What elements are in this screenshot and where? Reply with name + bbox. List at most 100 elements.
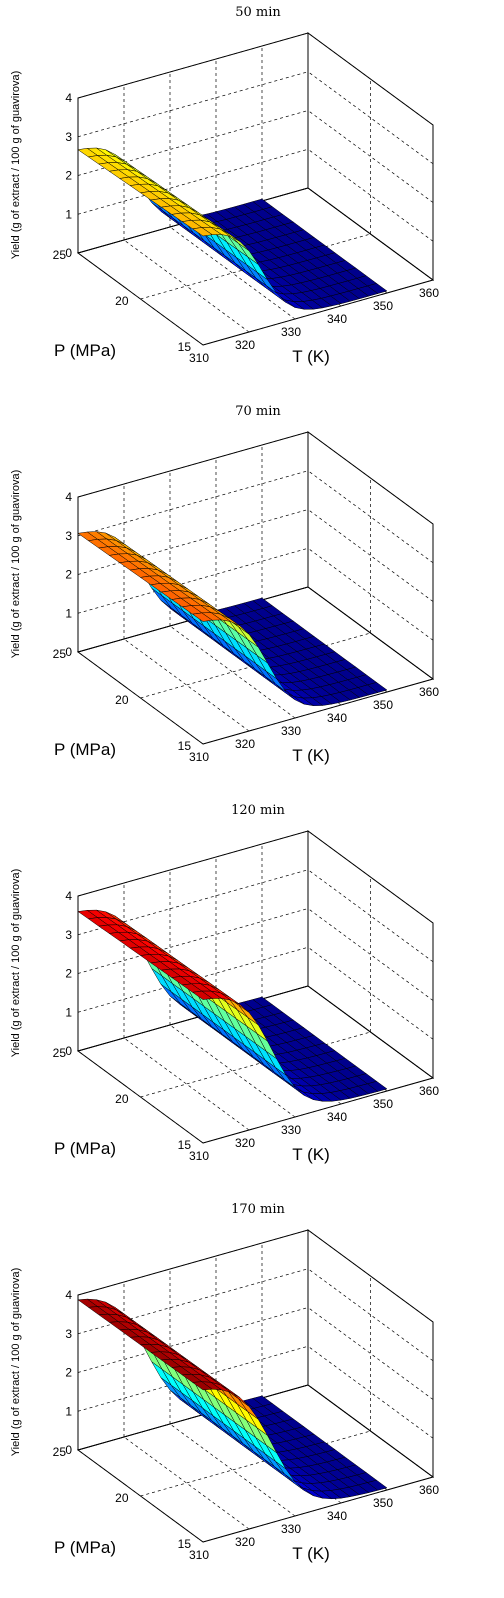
chart-title: 50 min [235,5,281,20]
z-tick-label: 4 [65,91,72,105]
x-tick-label: 320 [235,1136,255,1150]
x-tick-label: 320 [235,737,255,751]
grid-line [307,187,434,281]
z-tick-label: 2 [65,169,72,183]
grid-line [77,1384,309,1451]
grid-line [77,651,204,745]
y-tick-label: 15 [178,739,192,753]
x-tick-label: 330 [281,1123,301,1137]
x-tick-label: 350 [373,299,393,313]
grid-line [77,110,309,176]
y-tick-label: 15 [178,1537,192,1551]
z-tick-label: 2 [65,1366,72,1380]
y-axis-label: P (MPa) [54,341,116,360]
z-tick-label: 2 [65,967,72,981]
grid-line [77,830,309,897]
z-tick-label: 3 [65,130,72,144]
surface-patch [191,1381,213,1391]
z-tick-label: 0 [65,645,72,659]
grid-line [77,1268,309,1335]
x-tick-label: 360 [419,685,439,699]
grid-line [77,869,309,936]
z-tick-label: 4 [65,490,72,504]
chart-panel-2: 120 min 310 320 330 340 350 360 15 20 25 0 1 2 3 4 T … [0,798,504,1197]
chart-title: 120 min [231,803,285,818]
x-axis-label: T (K) [292,1544,329,1563]
grid-line [202,1077,434,1144]
surface-chart-2: 120 min 310 320 330 340 350 360 15 20 25 0 1 2 3 4 T … [10,803,440,1164]
grid-line [77,985,309,1052]
grid-line [169,1024,296,1118]
y-tick-label: 25 [53,1445,67,1459]
grid-line [307,1345,434,1439]
x-tick-label: 330 [281,724,301,738]
grid-line [169,1423,296,1517]
grid-line [77,586,309,653]
tick-labels: 310 320 330 340 350 360 15 20 25 0 1 2 3 4 [53,1288,440,1562]
back-wall-t [307,1229,434,1478]
x-axis-label: T (K) [292,1145,329,1164]
grid-line [77,1307,309,1373]
z-tick-label: 4 [65,889,72,903]
chart-panel-0: 50 min 310 320 330 340 350 360 15 20 25 0 1 2 3 4 T (… [0,0,504,399]
tick-labels: 310 320 330 340 350 360 15 20 25 0 1 2 3 4 [53,889,440,1163]
z-tick-label: 1 [65,1404,72,1418]
grid-line [123,1436,250,1530]
grid-line [307,470,434,564]
x-tick-label: 330 [281,1522,301,1536]
x-tick-label: 350 [373,698,393,712]
grid-line [123,1037,250,1131]
grid-line [77,187,309,254]
x-tick-label: 320 [235,1535,255,1549]
grid-line [140,632,371,699]
grid-line [307,1268,434,1362]
grid-line [140,233,371,300]
back-wall-t [307,32,434,281]
z-tick-label: 0 [65,1044,72,1058]
surface-chart-0: 50 min 310 320 330 340 350 360 15 20 25 0 1 2 3 4 T (… [10,5,439,366]
grid-line [77,32,309,99]
grid-line [202,678,434,745]
z-tick-label: 1 [65,606,72,620]
grid-line [77,470,309,537]
grid-line [307,1229,434,1323]
surface [77,1298,388,1500]
y-tick-label: 25 [53,1046,67,1060]
grid-line [169,226,296,320]
grid-line [307,71,434,165]
z-axis-label: Yield (g of extract / 100 g of guavirova… [10,470,22,659]
grid-line [202,279,434,346]
x-tick-label: 340 [327,711,347,725]
y-axis-label: P (MPa) [54,740,116,759]
grid-line [77,1345,309,1412]
x-tick-label: 360 [419,1483,439,1497]
grid-line [307,830,434,924]
y-tick-label: 20 [115,1092,129,1106]
x-tick-label: 360 [419,1084,439,1098]
grid-line [307,148,434,242]
x-axis-label: T (K) [292,746,329,765]
z-tick-label: 2 [65,568,72,582]
grid-line [307,946,434,1040]
z-tick-label: 1 [65,207,72,221]
surface-patch [191,612,213,622]
back-wall-t [307,431,434,680]
chart-panel-1: 70 min 310 320 330 340 350 360 15 20 25 0 1 2 3 4 T (… [0,399,504,798]
z-tick-label: 0 [65,246,72,260]
grid-line [307,547,434,641]
surface [77,909,388,1102]
grid-line [123,239,250,333]
z-tick-label: 0 [65,1443,72,1457]
grid-line [77,908,309,974]
tick-labels: 310 320 330 340 350 360 15 20 25 0 1 2 3 4 [53,490,440,764]
y-tick-label: 15 [178,340,192,354]
back-wall-t [307,830,434,1079]
y-axis-label: P (MPa) [54,1139,116,1158]
grid-line [77,71,309,138]
surface-chart-1: 70 min 310 320 330 340 350 360 15 20 25 0 1 2 3 4 T (… [10,404,440,765]
x-tick-label: 310 [189,1548,209,1562]
grid-line [77,1229,309,1296]
surface [77,531,388,706]
z-tick-label: 4 [65,1288,72,1302]
y-tick-label: 20 [115,693,129,707]
